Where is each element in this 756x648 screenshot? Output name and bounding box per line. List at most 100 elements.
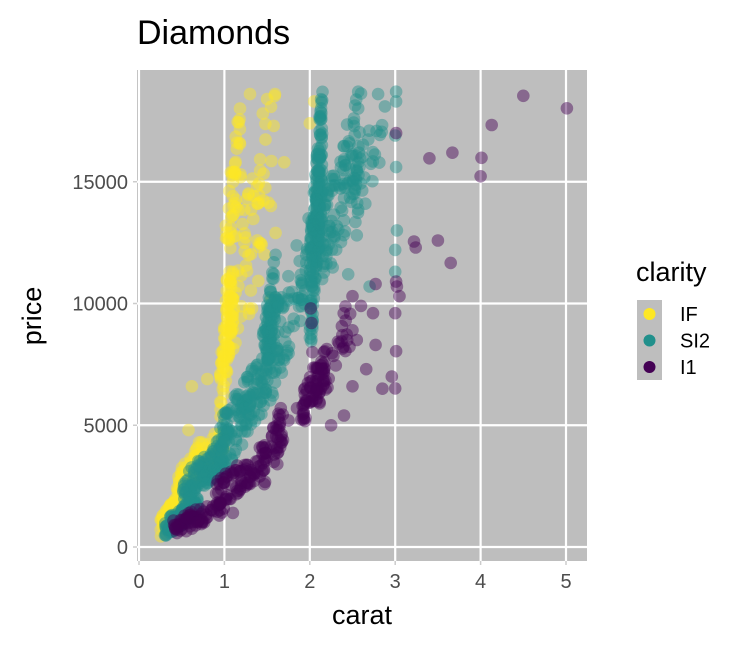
point-si2 [267, 267, 281, 281]
point-i1 [205, 503, 218, 517]
point-si2 [265, 297, 279, 311]
point-si2 [310, 152, 324, 165]
point-si2 [260, 299, 274, 312]
point-si2 [190, 492, 203, 505]
point-if [172, 485, 185, 499]
point-if [200, 446, 213, 460]
point-si2 [307, 281, 321, 295]
point-si2 [373, 128, 387, 142]
point-i1 [223, 492, 236, 506]
point-si2 [305, 249, 319, 263]
point-si2 [310, 215, 323, 229]
point-si2 [290, 239, 304, 252]
point-if [173, 482, 186, 496]
point-if [156, 515, 170, 528]
point-si2 [225, 425, 239, 438]
point-i1 [265, 429, 279, 443]
point-i1 [310, 385, 324, 398]
point-si2 [204, 448, 218, 461]
point-si2 [244, 408, 257, 422]
point-i1 [407, 235, 421, 248]
point-si2 [311, 189, 324, 202]
point-si2 [355, 184, 369, 197]
point-si2 [248, 365, 261, 378]
point-if [194, 447, 208, 460]
point-si2 [337, 139, 351, 153]
point-i1 [224, 492, 237, 506]
point-si2 [291, 291, 305, 305]
point-si2 [261, 334, 275, 347]
point-if [175, 470, 188, 484]
point-if [174, 503, 188, 517]
point-i1 [385, 370, 399, 383]
point-if [224, 221, 238, 234]
point-if [156, 508, 170, 522]
point-si2 [206, 471, 220, 485]
point-if [229, 167, 242, 181]
point-si2 [235, 438, 249, 451]
point-if [224, 241, 237, 255]
point-si2 [305, 225, 318, 238]
point-si2 [174, 519, 188, 532]
point-i1 [230, 464, 243, 477]
point-if [222, 350, 235, 363]
point-i1 [211, 505, 224, 518]
point-si2 [270, 342, 284, 355]
point-si2 [295, 279, 309, 292]
point-si2 [318, 198, 332, 211]
point-si2 [263, 304, 276, 318]
point-si2 [320, 257, 333, 271]
point-if [219, 363, 233, 377]
point-i1 [475, 151, 488, 165]
point-si2 [204, 474, 217, 487]
point-si2 [240, 393, 254, 406]
point-i1 [214, 497, 227, 510]
point-si2 [305, 275, 319, 288]
point-if [267, 119, 281, 133]
point-si2 [191, 492, 204, 506]
point-si2 [251, 358, 264, 371]
point-si2 [306, 249, 320, 263]
point-i1 [238, 480, 252, 494]
point-si2 [314, 113, 328, 126]
point-si2 [183, 484, 197, 497]
point-if [173, 475, 186, 489]
point-if [170, 481, 184, 495]
point-si2 [196, 465, 209, 479]
point-si2 [304, 294, 318, 308]
point-si2 [258, 338, 271, 352]
point-si2 [315, 213, 329, 227]
point-if [238, 227, 251, 240]
point-if [223, 184, 236, 198]
point-if [183, 464, 196, 477]
point-si2 [238, 414, 251, 427]
point-si2 [282, 347, 295, 360]
point-si2 [303, 241, 317, 255]
point-i1 [303, 395, 316, 409]
point-if [176, 481, 189, 494]
point-si2 [322, 238, 336, 251]
point-si2 [228, 390, 242, 403]
point-i1 [314, 359, 328, 372]
point-i1 [229, 481, 243, 494]
point-si2 [204, 473, 217, 487]
point-si2 [186, 497, 199, 511]
point-si2 [306, 314, 320, 328]
point-si2 [168, 510, 182, 524]
point-if [216, 441, 230, 454]
point-if [226, 305, 240, 319]
point-if [220, 273, 234, 286]
point-si2 [187, 478, 201, 491]
point-si2 [315, 148, 329, 162]
point-si2 [305, 260, 318, 274]
point-si2 [313, 151, 327, 164]
point-if [171, 507, 184, 521]
point-i1 [369, 277, 382, 291]
point-si2 [174, 519, 188, 533]
point-if [175, 504, 188, 518]
point-i1 [346, 289, 359, 303]
point-si2 [349, 149, 363, 162]
point-i1 [237, 464, 250, 477]
point-si2 [191, 500, 204, 513]
